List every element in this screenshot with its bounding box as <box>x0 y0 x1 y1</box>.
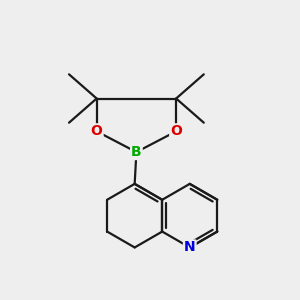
Text: B: B <box>131 145 142 159</box>
Text: O: O <box>91 124 103 138</box>
Text: N: N <box>184 241 196 254</box>
Text: O: O <box>170 124 182 138</box>
